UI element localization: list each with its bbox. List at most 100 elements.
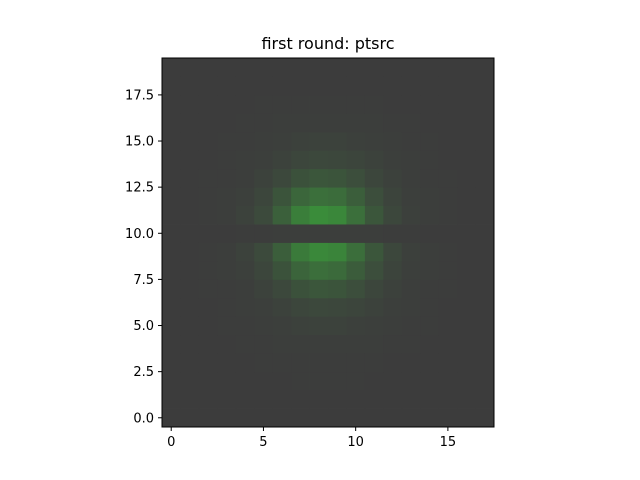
heatmap-cell (180, 408, 200, 428)
heatmap-cell (272, 279, 292, 299)
heatmap-cell (291, 279, 310, 299)
heatmap-cell (217, 334, 237, 354)
heatmap-cell (328, 260, 347, 280)
heatmap-cell (272, 390, 292, 409)
heatmap-cell (217, 224, 237, 243)
heatmap-cell (217, 58, 237, 77)
heatmap-cell (420, 94, 440, 114)
heatmap-cell (383, 58, 403, 77)
heatmap-cell (364, 408, 384, 428)
heatmap-cell (162, 76, 181, 96)
heatmap-cell (235, 260, 255, 280)
heatmap-cell (235, 279, 255, 299)
heatmap-cell (235, 334, 255, 354)
heatmap-cell (309, 260, 329, 280)
heatmap-cell (162, 150, 181, 170)
heatmap-cell (364, 334, 384, 354)
heatmap-cell (291, 113, 310, 133)
heatmap-cell (383, 408, 403, 428)
heatmap-cell (291, 260, 310, 280)
heatmap-cell (254, 390, 274, 409)
heatmap-cell (457, 205, 476, 225)
heatmap-cell (438, 168, 458, 188)
heatmap-cell (217, 113, 237, 133)
heatmap-cell (475, 242, 495, 262)
heatmap-cell (401, 205, 421, 225)
heatmap-cell (457, 242, 476, 262)
heatmap-cell (198, 316, 218, 336)
heatmap-cell (235, 408, 255, 428)
heatmap-cell (401, 316, 421, 336)
heatmap-cell (272, 94, 292, 114)
heatmap-cell (420, 242, 440, 262)
heatmap-cell (420, 334, 440, 354)
heatmap-cell (438, 279, 458, 299)
chart-title: first round: ptsrc (261, 34, 394, 53)
x-tick-label: 5 (259, 435, 267, 450)
heatmap-cell (198, 205, 218, 225)
heatmap-cell (272, 408, 292, 428)
heatmap-cell (401, 242, 421, 262)
heatmap-cell (198, 187, 218, 206)
heatmap-cell (383, 279, 403, 299)
heatmap-cell (217, 242, 237, 262)
heatmap-cell (346, 94, 366, 114)
heatmap-cell (254, 150, 274, 170)
heatmap-cell (364, 94, 384, 114)
heatmap-cell (401, 390, 421, 409)
heatmap-cell (475, 205, 495, 225)
heatmap-cell (420, 390, 440, 409)
axes-frame (161, 57, 495, 428)
heatmap-cell (272, 113, 292, 133)
heatmap-cell (235, 224, 255, 243)
heatmap-cell (198, 58, 218, 77)
heatmap-cell (235, 242, 255, 262)
heatmap-cell (457, 390, 476, 409)
heatmap-cell (420, 113, 440, 133)
heatmap-cell (254, 187, 274, 206)
x-tick-label: 0 (167, 435, 175, 450)
heatmap-cell (291, 168, 310, 188)
heatmap-cell (162, 168, 181, 188)
heatmap-cell (180, 297, 200, 317)
heatmap-cell (180, 168, 200, 188)
heatmap-cell (401, 131, 421, 151)
heatmap-cell (235, 131, 255, 151)
heatmap-cell (198, 168, 218, 188)
heatmap-cell (475, 297, 495, 317)
heatmap-cell (217, 260, 237, 280)
heatmap-cell (328, 205, 347, 225)
heatmap-cell (217, 316, 237, 336)
heatmap-cell (364, 131, 384, 151)
heatmap-cell (457, 113, 476, 133)
heatmap-cell (198, 94, 218, 114)
heatmap-cell (420, 408, 440, 428)
heatmap-cell (272, 242, 292, 262)
heatmap-cell (309, 408, 329, 428)
heatmap-cell (254, 242, 274, 262)
heatmap-cell (383, 94, 403, 114)
heatmap-cell (272, 260, 292, 280)
heatmap-cell (346, 371, 366, 391)
heatmap-cell (180, 316, 200, 336)
heatmap-cell (475, 150, 495, 170)
heatmap-cell (383, 187, 403, 206)
heatmap-cell (420, 58, 440, 77)
heatmap-cell (401, 113, 421, 133)
heatmap-cell (198, 371, 218, 391)
heatmap-cell (217, 297, 237, 317)
heatmap-cell (272, 205, 292, 225)
heatmap-cell (438, 390, 458, 409)
heatmap-cell (198, 224, 218, 243)
heatmap-cell (162, 316, 181, 336)
heatmap-cell (254, 113, 274, 133)
heatmap-cell (217, 76, 237, 96)
heatmap-cell (475, 316, 495, 336)
heatmap-cell (309, 168, 329, 188)
heatmap-cell (180, 150, 200, 170)
heatmap-cell (457, 279, 476, 299)
heatmap-cell (162, 279, 181, 299)
heatmap-cell (328, 390, 347, 409)
heatmap-cell (328, 76, 347, 96)
heatmap-cell (346, 316, 366, 336)
